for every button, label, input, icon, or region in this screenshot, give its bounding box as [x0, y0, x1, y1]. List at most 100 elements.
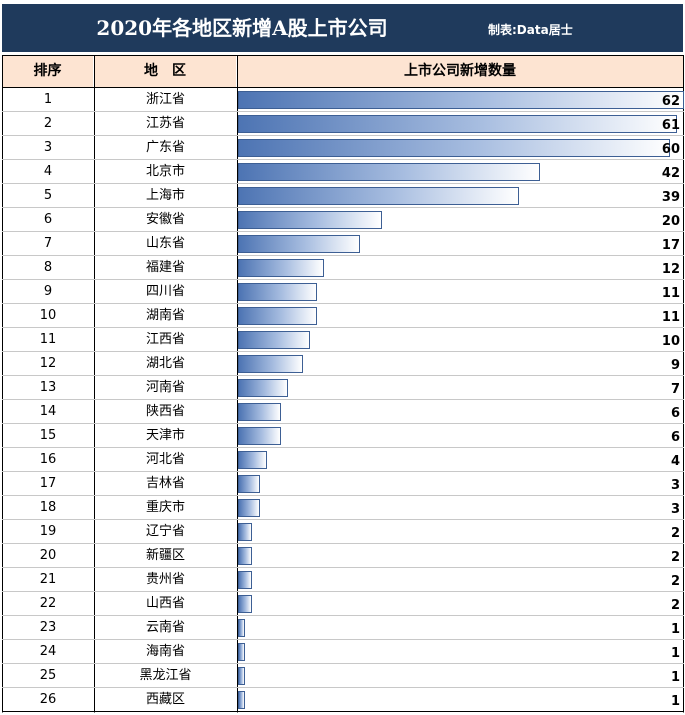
data-bar — [238, 259, 324, 277]
data-bar — [238, 475, 260, 493]
region-cell: 黑龙江省 — [139, 668, 192, 683]
region-cell: 重庆市 — [145, 500, 185, 515]
region-cell: 广东省 — [145, 140, 185, 155]
region-cell: 陕西省 — [145, 404, 185, 419]
region-cell: 云南省 — [145, 620, 185, 635]
value-label: 3 — [670, 502, 680, 517]
value-label: 11 — [661, 286, 680, 301]
rank-cell: 18 — [39, 500, 57, 515]
data-bar — [238, 451, 267, 469]
rank-cell: 16 — [39, 452, 57, 467]
rank-cell: 2 — [43, 116, 53, 131]
rank-cell: 21 — [39, 572, 57, 587]
value-label: 62 — [661, 94, 680, 109]
rank-cell: 9 — [43, 284, 53, 299]
rank-cell: 3 — [43, 140, 53, 155]
value-label: 20 — [661, 214, 680, 229]
region-cell: 海南省 — [145, 644, 185, 659]
region-cell: 辽宁省 — [145, 524, 185, 539]
rank-cell: 17 — [39, 476, 57, 491]
value-label: 1 — [670, 694, 680, 709]
rank-cell: 5 — [43, 188, 53, 203]
data-bar — [238, 691, 245, 709]
rank-cell: 24 — [39, 644, 57, 659]
value-label: 61 — [661, 118, 680, 133]
title-bar: 2020年各地区新增A股上市公司 制表:Data居士 — [2, 4, 683, 52]
region-cell: 山西省 — [145, 596, 185, 611]
value-label: 12 — [661, 262, 680, 277]
rank-cell: 10 — [39, 308, 57, 323]
region-cell: 上海市 — [145, 188, 185, 203]
region-cell: 贵州省 — [145, 572, 185, 587]
rank-cell: 23 — [39, 620, 57, 635]
data-bar — [238, 499, 260, 517]
data-bar — [238, 595, 252, 613]
data-bar — [238, 547, 252, 565]
data-bar — [238, 355, 303, 373]
header-region: 地 区 — [94, 56, 236, 87]
rank-cell: 13 — [39, 380, 57, 395]
rank-cell: 20 — [39, 548, 57, 563]
rank-cell: 14 — [39, 404, 57, 419]
data-bar — [238, 571, 252, 589]
data-bar — [238, 403, 281, 421]
region-cell: 河南省 — [145, 380, 185, 395]
rank-cell: 19 — [39, 524, 57, 539]
data-bar — [238, 163, 540, 181]
rank-cell: 22 — [39, 596, 57, 611]
region-cell: 安徽省 — [145, 212, 185, 227]
region-cell: 新疆区 — [145, 548, 185, 563]
value-label: 4 — [670, 454, 680, 469]
region-cell: 四川省 — [145, 284, 185, 299]
region-cell: 天津市 — [145, 428, 185, 443]
data-bar — [238, 331, 310, 349]
region-cell: 江西省 — [145, 332, 185, 347]
rank-cell: 1 — [43, 92, 53, 107]
value-label: 9 — [670, 358, 680, 373]
region-cell: 吉林省 — [145, 476, 185, 491]
value-label: 60 — [661, 142, 680, 157]
credit-label: 制表:Data居士 — [488, 23, 573, 37]
value-label: 2 — [670, 574, 680, 589]
value-label: 2 — [670, 550, 680, 565]
region-cell: 湖南省 — [145, 308, 185, 323]
data-bar — [238, 91, 684, 109]
value-label: 2 — [670, 526, 680, 541]
data-bar — [238, 211, 382, 229]
data-bar — [238, 139, 670, 157]
data-bar — [238, 307, 317, 325]
region-cell: 北京市 — [145, 164, 185, 179]
data-bar — [238, 667, 245, 685]
value-label: 1 — [670, 646, 680, 661]
region-cell: 江苏省 — [145, 116, 185, 131]
rank-cell: 26 — [39, 692, 57, 707]
region-cell: 西藏区 — [145, 692, 185, 707]
rank-cell: 8 — [43, 260, 53, 275]
data-bar — [238, 187, 519, 205]
value-label: 42 — [661, 166, 680, 181]
data-bar — [238, 619, 245, 637]
value-label: 17 — [661, 238, 680, 253]
rank-cell: 4 — [43, 164, 53, 179]
value-label: 39 — [661, 190, 680, 205]
region-cell: 山东省 — [145, 236, 185, 251]
region-cell: 浙江省 — [145, 92, 185, 107]
value-label: 6 — [670, 406, 680, 421]
data-bar — [238, 283, 317, 301]
value-label: 6 — [670, 430, 680, 445]
region-cell: 河北省 — [145, 452, 185, 467]
region-cell: 福建省 — [145, 260, 185, 275]
data-bar — [238, 379, 288, 397]
value-label: 1 — [670, 670, 680, 685]
value-label: 1 — [670, 622, 680, 637]
region-cell: 湖北省 — [145, 356, 185, 371]
header-rank: 排序 — [2, 56, 93, 87]
header-value: 上市公司新增数量 — [237, 56, 683, 87]
data-bar — [238, 523, 252, 541]
data-bar — [238, 643, 245, 661]
value-label: 11 — [661, 310, 680, 325]
rank-cell: 11 — [39, 332, 57, 347]
rank-cell: 12 — [39, 356, 57, 371]
value-label: 10 — [661, 334, 680, 349]
